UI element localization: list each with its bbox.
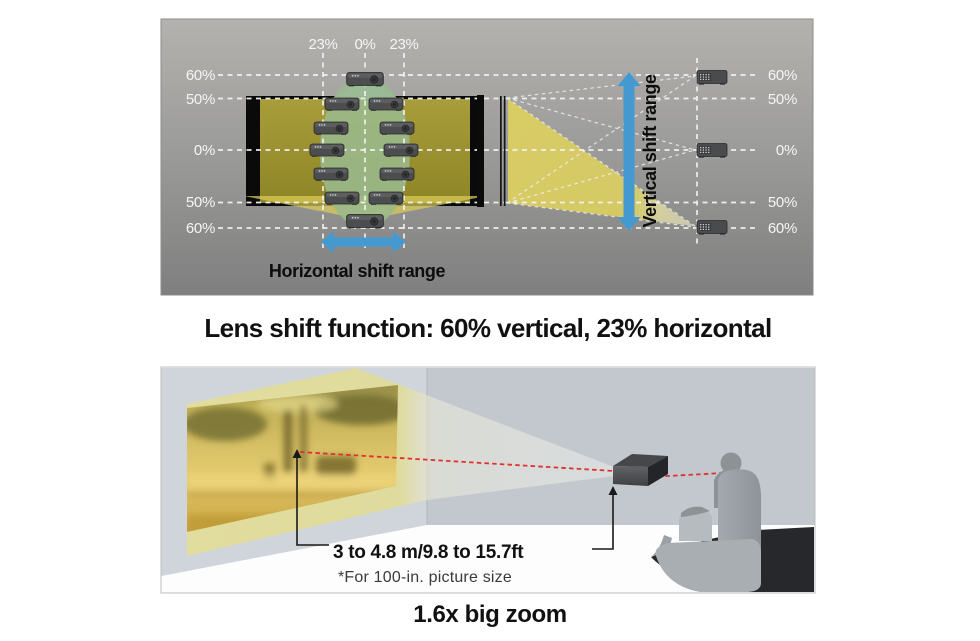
horizontal-offset-label: 23%	[308, 36, 337, 53]
left-axis-label: 50%	[186, 91, 215, 108]
right-axis-label: 50%	[768, 91, 797, 108]
right-axis-label: 60%	[768, 220, 797, 237]
vertical-shift-range-label: Vertical shift range	[640, 74, 660, 227]
left-axis-label: 50%	[186, 194, 215, 211]
right-axis-label: 0%	[776, 142, 797, 159]
horizontal-offset-label: 0%	[354, 36, 375, 53]
screen-side-view	[477, 95, 506, 207]
left-axis-label: 60%	[186, 67, 215, 84]
right-axis-label: 50%	[768, 194, 797, 211]
horizontal-shift-range-label: Horizontal shift range	[269, 261, 446, 281]
left-axis-label: 0%	[194, 142, 215, 159]
screen-callout-arrowhead	[292, 449, 302, 458]
zoom-room-panel: 3 to 4.8 m/9.8 to 15.7ft *For 100-in. pi…	[160, 366, 816, 594]
projector-3d	[613, 454, 668, 486]
projector-callout-arrowhead	[608, 486, 618, 495]
callout-lines	[296, 456, 614, 550]
viewer-head	[720, 452, 742, 474]
throw-distance-note: *For 100-in. picture size	[338, 569, 512, 586]
axis-labels: 23% 0% 23% 60% 50% 0% 50% 60% 60% 50% 0%…	[186, 36, 797, 237]
lens-shift-caption: Lens shift function: 60% vertical, 23% h…	[204, 313, 771, 343]
right-axis-label: 60%	[768, 67, 797, 84]
left-axis-label: 60%	[186, 220, 215, 237]
throw-distance-label: 3 to 4.8 m/9.8 to 15.7ft	[333, 542, 524, 563]
viewer-arm	[681, 506, 710, 517]
horizontal-shift-arrow	[321, 231, 406, 253]
zoom-caption: 1.6x big zoom	[413, 601, 567, 628]
chair-base	[655, 539, 761, 592]
horizontal-offset-label: 23%	[389, 36, 418, 53]
chair-armrest	[679, 510, 712, 541]
vertical-shift-arrow	[617, 72, 641, 231]
projection-guide-lines	[506, 75, 696, 228]
lens-shift-panel: 23% 0% 23% 60% 50% 0% 50% 60% 60% 50% 0%…	[160, 18, 814, 296]
viewer-and-chair	[652, 452, 761, 592]
